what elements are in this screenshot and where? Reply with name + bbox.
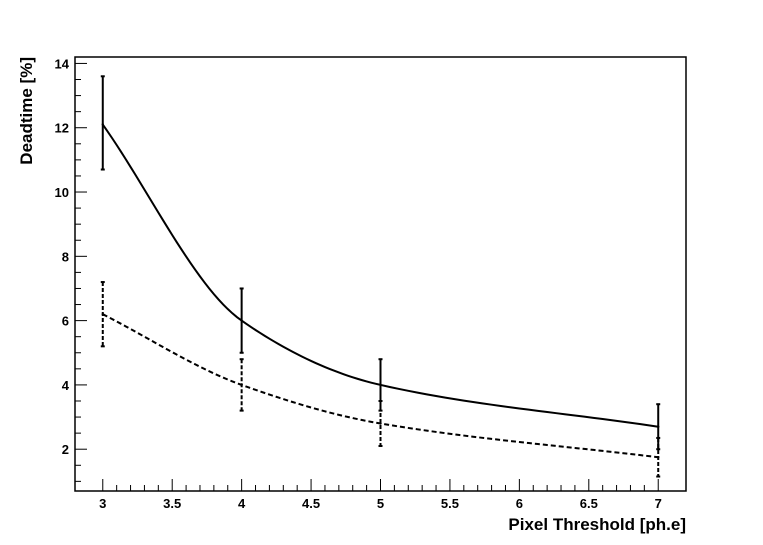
x-axis: 3 3.5 4 4.5 5 5.5 6 6.5 7	[99, 479, 662, 511]
data-point	[379, 383, 382, 387]
x-axis-title: Pixel Threshold [ph.e]	[508, 515, 686, 534]
x-tick-label: 3	[99, 496, 106, 511]
x-tick-label: 6.5	[580, 496, 598, 511]
data-point	[657, 456, 660, 459]
data-point	[101, 312, 104, 316]
y-axis-title: Deadtime [%]	[17, 57, 36, 165]
data-point	[379, 422, 382, 425]
y-tick-label: 12	[55, 121, 69, 136]
x-tick-label: 3.5	[163, 496, 181, 511]
data-point	[101, 123, 104, 126]
series-line	[101, 123, 659, 428]
data-point	[240, 319, 243, 322]
x-tick-label: 7	[655, 496, 662, 511]
x-tick-label: 5	[377, 496, 384, 511]
x-tick-label: 5.5	[441, 496, 459, 511]
x-tick-label: 4.5	[302, 496, 320, 511]
y-tick-label: 4	[62, 378, 70, 393]
series-line	[102, 313, 659, 459]
y-tick-label: 2	[62, 442, 69, 457]
y-tick-label: 6	[62, 314, 69, 329]
x-tick-label: 6	[516, 496, 523, 511]
data-point	[657, 425, 660, 428]
y-axis: 2 4 6 8 10 12 14	[55, 56, 87, 482]
data-point	[240, 383, 243, 387]
series-solid	[100, 75, 661, 451]
x-tick-label: 4	[238, 496, 246, 511]
series-dashed	[100, 281, 661, 478]
series-layer	[100, 75, 661, 478]
y-tick-label: 14	[55, 56, 70, 71]
y-tick-label: 10	[55, 185, 69, 200]
y-tick-label: 8	[62, 249, 69, 264]
